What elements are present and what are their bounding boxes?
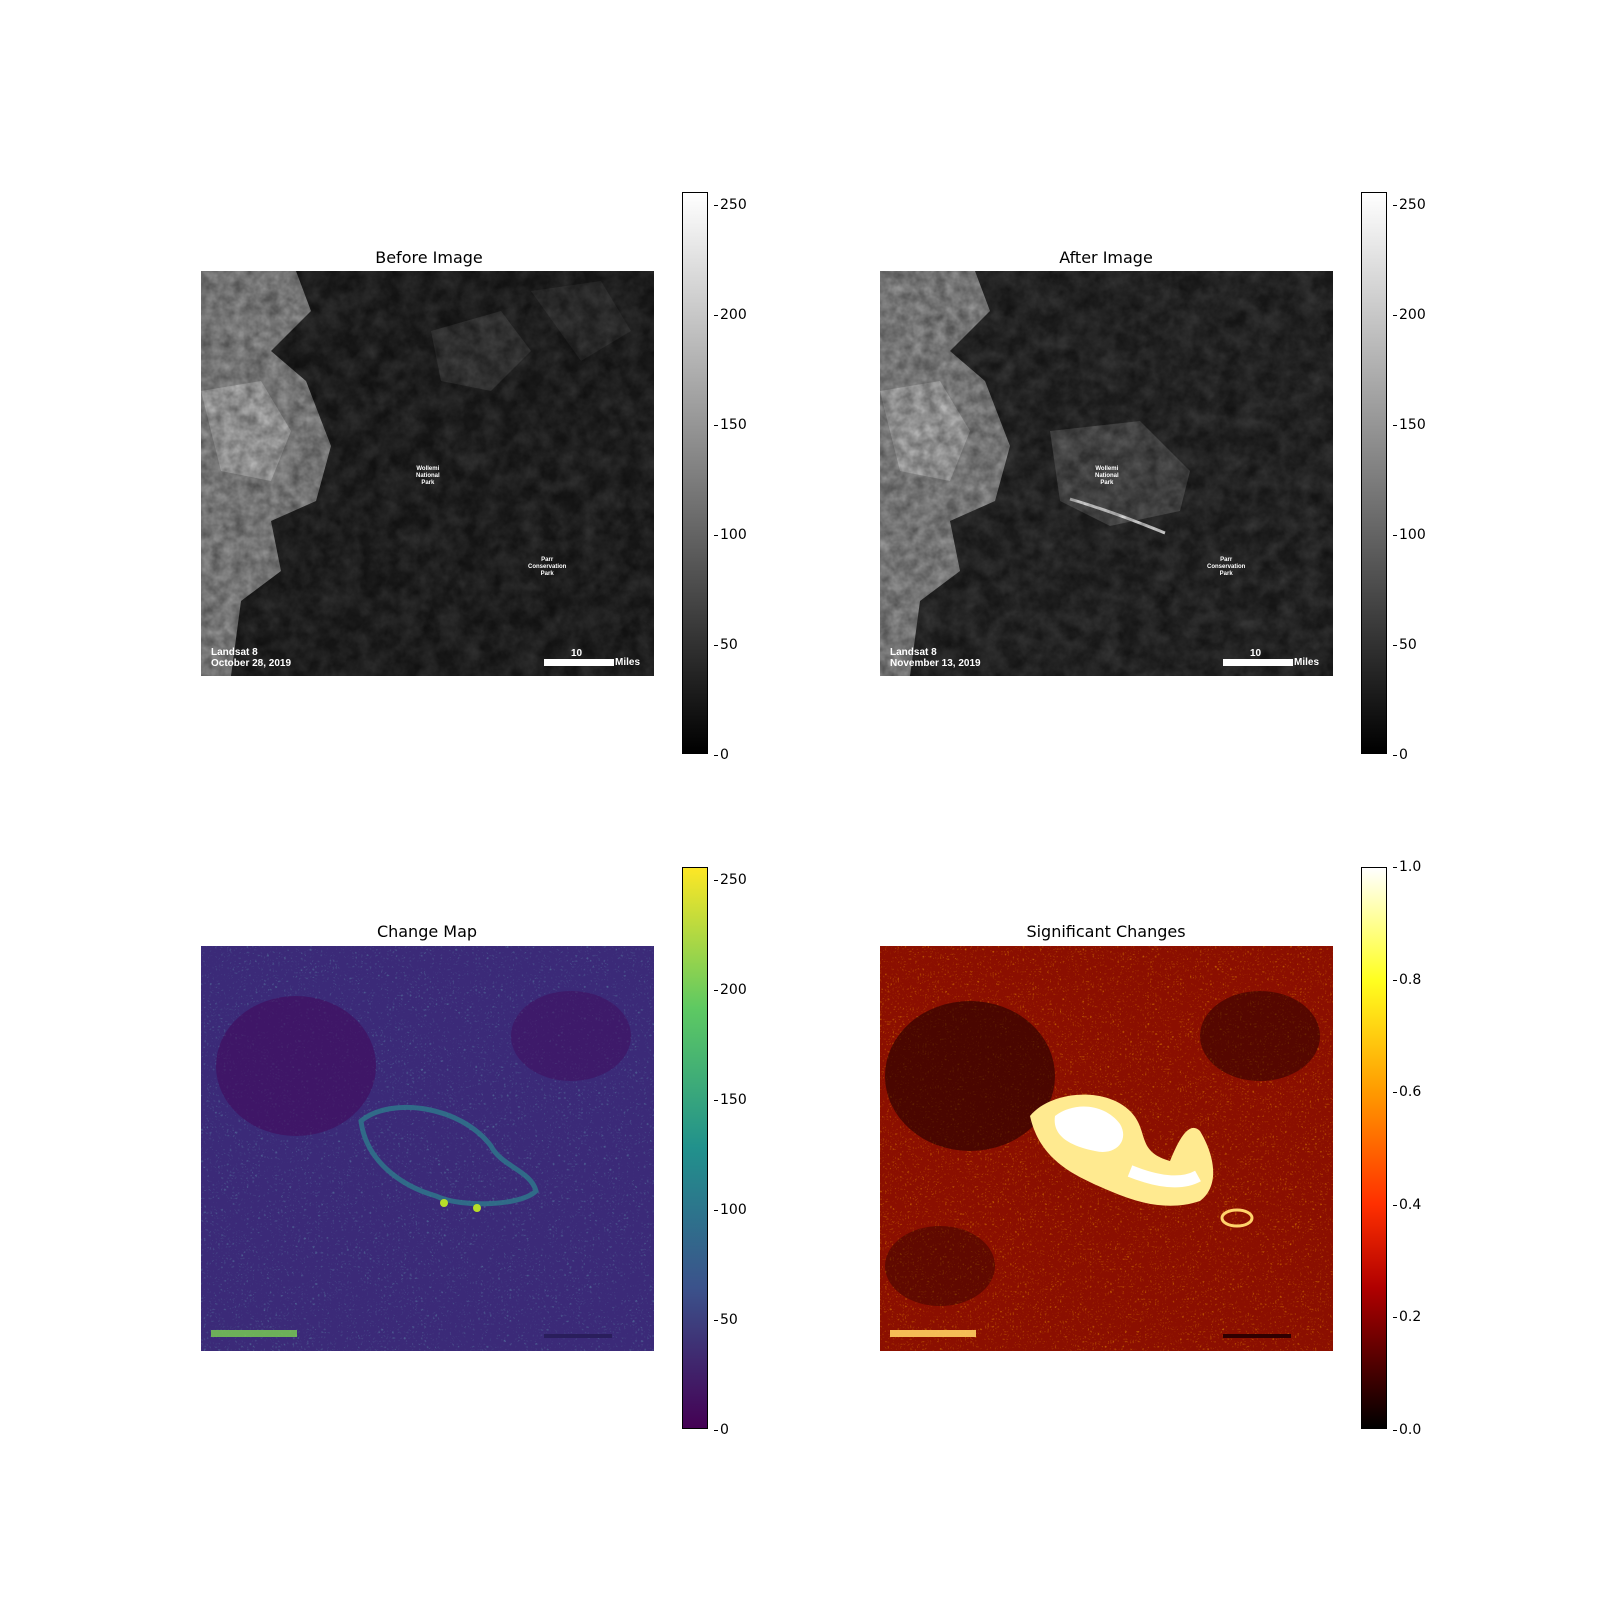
before-parr-label: Parr Conservation Park [528, 557, 567, 577]
before-scale-bar [544, 659, 614, 666]
colorbar-tick: 250 [714, 872, 747, 888]
before-satellite-image: Landsat 8 October 28, 2019 Wollemi Natio… [201, 271, 654, 676]
before-satellite-name: Landsat 8 [211, 647, 258, 658]
before-acquisition-date: October 28, 2019 [211, 658, 292, 669]
before-wollemi-label: Wollemi National Park [416, 466, 440, 486]
colorbar-tick: 0 [714, 747, 729, 763]
significant-changes-image [880, 946, 1333, 1351]
after-image-title: After Image [1059, 248, 1153, 267]
change-map-colorbar [682, 867, 708, 1429]
colorbar-tick: 100 [1393, 527, 1426, 543]
colorbar-tick: 150 [714, 1092, 747, 1108]
colorbar-tick: 50 [1393, 637, 1417, 653]
after-satellite-name: Landsat 8 [890, 647, 937, 658]
colorbar-tick: 200 [714, 307, 747, 323]
colorbar-tick: 0 [714, 1422, 729, 1438]
after-scale-bar [1223, 659, 1293, 666]
colorbar-tick: 200 [714, 982, 747, 998]
after-satellite-image: Landsat 8 November 13, 2019 Wollemi Nati… [880, 271, 1333, 676]
change-map-image [201, 946, 654, 1351]
before-scale-unit: Miles [615, 657, 641, 668]
after-scale-value: 10 [1250, 648, 1262, 659]
after-wollemi-label: Wollemi National Park [1095, 466, 1119, 486]
before-colorbar [682, 192, 708, 754]
significant-changes-title: Significant Changes [1026, 922, 1186, 941]
colorbar-tick: 0 [1393, 747, 1408, 763]
colorbar-tick: 150 [714, 417, 747, 433]
colorbar-tick: 1.0 [1392, 859, 1422, 875]
colorbar-tick: 250 [714, 197, 747, 213]
colorbar-tick: 0.8 [1392, 972, 1422, 988]
before-image-title: Before Image [375, 248, 483, 267]
colorbar-tick: 100 [714, 527, 747, 543]
colorbar-tick: 100 [714, 1202, 747, 1218]
after-colorbar [1361, 192, 1387, 754]
colorbar-tick: 0.4 [1392, 1197, 1422, 1213]
significant-changes-colorbar [1361, 867, 1387, 1429]
change-map-title: Change Map [376, 922, 478, 941]
after-acquisition-date: November 13, 2019 [890, 658, 981, 669]
colorbar-tick: 50 [714, 637, 738, 653]
colorbar-tick: 0.6 [1392, 1084, 1422, 1100]
colorbar-tick: 0.2 [1392, 1309, 1422, 1325]
colorbar-tick: 50 [714, 1312, 738, 1328]
colorbar-tick: 0.0 [1392, 1422, 1422, 1438]
after-parr-label: Parr Conservation Park [1207, 557, 1246, 577]
after-scale-unit: Miles [1294, 657, 1320, 668]
colorbar-tick: 200 [1393, 307, 1426, 323]
before-scale-value: 10 [571, 648, 583, 659]
colorbar-tick: 150 [1393, 417, 1426, 433]
colorbar-tick: 250 [1393, 197, 1426, 213]
